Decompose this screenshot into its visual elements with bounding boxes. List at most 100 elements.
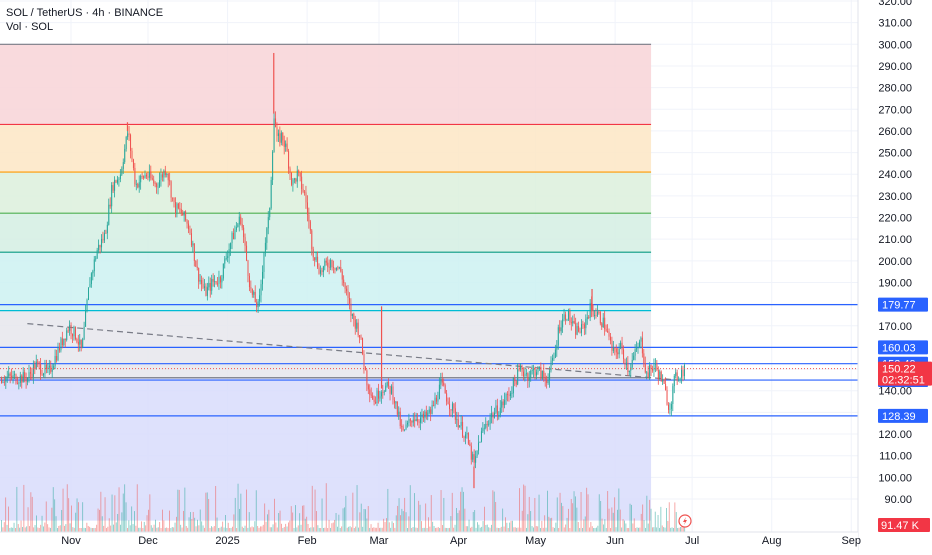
volume-bar — [120, 524, 121, 532]
y-tick-label: 120.00 — [878, 429, 912, 441]
candle-body — [669, 408, 671, 410]
volume-bar — [107, 526, 109, 532]
candle-body — [208, 283, 210, 288]
volume-bar — [57, 527, 58, 532]
candle-body — [237, 224, 239, 228]
candle-body — [405, 424, 407, 430]
candle-body — [610, 336, 611, 341]
volume-bar — [52, 487, 54, 532]
candle-body — [498, 414, 500, 417]
candle-body — [186, 220, 188, 224]
volume-bar — [531, 526, 533, 532]
candle-body — [24, 372, 26, 379]
candle-body — [505, 394, 507, 401]
volume-bar — [78, 502, 79, 532]
volume-bar — [486, 524, 488, 532]
volume-bar — [43, 526, 44, 532]
volume-bar — [451, 492, 453, 532]
candle-body — [177, 203, 179, 209]
y-tick-label: 200.00 — [878, 256, 912, 268]
fib-zone — [0, 252, 652, 311]
volume-indicator-title[interactable]: Vol · SOL — [6, 21, 54, 33]
candle-body — [111, 185, 113, 207]
candle-body — [18, 382, 20, 384]
candle-body — [598, 311, 600, 313]
volume-bar — [526, 527, 527, 532]
candle-body — [140, 176, 142, 183]
candle-body — [457, 419, 459, 428]
candle-body — [473, 454, 475, 463]
lightning-icon — [678, 514, 692, 528]
candle-body — [212, 278, 214, 282]
volume-bar — [212, 527, 214, 532]
candle-body — [305, 192, 307, 203]
candle-body — [246, 245, 248, 261]
volume-bar — [262, 524, 264, 532]
candle-body — [138, 182, 140, 188]
volume-bar — [386, 518, 387, 532]
volume-bar — [559, 492, 561, 532]
volume-bar — [614, 497, 616, 532]
candle-body — [88, 287, 89, 300]
volume-bar — [188, 517, 190, 532]
x-tick-label: Jul — [685, 535, 699, 547]
volume-bar — [542, 527, 544, 532]
candle-body — [321, 270, 323, 273]
volume-bar — [41, 515, 43, 532]
candle-body — [292, 179, 294, 185]
volume-bar — [197, 519, 198, 532]
volume-bar — [430, 495, 432, 532]
volume-bar — [409, 485, 411, 532]
candle-body — [225, 257, 227, 259]
volume-bar — [148, 509, 149, 532]
candle-body — [334, 267, 336, 270]
candle-body — [295, 178, 297, 182]
volume-bar — [134, 511, 135, 532]
candle-body — [156, 183, 158, 188]
volume-bar — [251, 526, 253, 532]
candle-body — [233, 233, 234, 240]
volume-bar — [225, 515, 226, 532]
candle-body — [537, 367, 539, 373]
candle-body — [241, 223, 243, 228]
symbol-title[interactable]: SOL / TetherUS · 4h · BINANCE — [6, 7, 164, 19]
candle-body — [472, 454, 474, 460]
volume-bar — [632, 523, 634, 532]
volume-bar — [521, 510, 523, 532]
candle-body — [431, 405, 433, 414]
candle-body — [3, 381, 5, 383]
volume-bar — [538, 494, 540, 532]
volume-bar — [545, 527, 547, 532]
volume-bar — [9, 527, 11, 532]
candle-body — [367, 385, 369, 390]
candle-body — [244, 237, 246, 246]
volume-bar — [647, 523, 649, 532]
candle-body — [127, 133, 129, 137]
candle-body — [193, 243, 195, 261]
candle-body — [264, 242, 266, 254]
volume-bar — [71, 505, 72, 532]
candle-body — [547, 380, 549, 384]
volume-bar — [587, 494, 589, 532]
volume-bar — [618, 488, 620, 532]
candle-body — [291, 172, 292, 185]
candle-body — [298, 170, 300, 173]
candle-body — [231, 233, 233, 244]
volume-bar — [83, 527, 85, 532]
volume-bar — [51, 507, 53, 532]
candle-body — [508, 394, 510, 397]
volume-bar — [29, 526, 30, 532]
volume-bar — [288, 522, 289, 532]
volume-bar — [227, 522, 229, 532]
candle-body — [536, 372, 538, 376]
volume-bar — [654, 511, 656, 532]
candle-body — [527, 373, 529, 382]
volume-bar — [547, 490, 548, 532]
volume-bar — [465, 526, 467, 532]
volume-bar — [313, 527, 315, 532]
candle-body — [315, 256, 317, 261]
volume-bar — [141, 521, 142, 532]
candle-body — [344, 283, 346, 289]
